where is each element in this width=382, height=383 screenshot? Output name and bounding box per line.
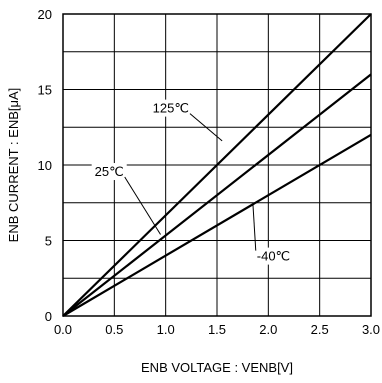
y-axis-label: ENB CURRENT : ENB[μA] (6, 88, 21, 243)
annotation-bg-1 (91, 163, 127, 181)
series-line-2 (62, 133, 372, 317)
x-tick-label-5: 2.5 (311, 322, 329, 337)
annotation-bg-2 (253, 247, 294, 265)
annotation-label-2: -40℃ (257, 249, 290, 264)
x-tick-label-4: 2.0 (259, 322, 277, 337)
x-tick-label-1: 0.5 (105, 322, 123, 337)
y-tick-label-4: 20 (38, 7, 52, 22)
x-tick-label-3: 1.5 (208, 322, 226, 337)
annotation-leader-2 (252, 204, 257, 251)
annotations: 125℃ 25℃ -40℃ (91, 99, 294, 265)
y-tick-label-1: 5 (45, 234, 52, 249)
x-tick-label-2: 1.0 (157, 322, 175, 337)
y-tick-label-2: 10 (38, 158, 52, 173)
annotation-label-0: 125℃ (153, 101, 189, 116)
y-tick-label-3: 15 (38, 83, 52, 98)
annotation-bg-0 (149, 99, 192, 117)
series-lines (62, 13, 372, 317)
annotation-leader-1 (124, 176, 161, 235)
annotation-label-1: 25℃ (95, 164, 124, 179)
plot-frame (62, 13, 372, 317)
annotation-leader-0 (189, 113, 223, 142)
series-line-1 (62, 73, 372, 317)
x-tick-labels: 0.0 0.5 1.0 1.5 2.0 2.5 3.0 (54, 322, 380, 337)
y-tick-labels: 0 5 10 15 20 (38, 7, 52, 324)
x-tick-label-6: 3.0 (362, 322, 380, 337)
x-axis-label: ENB VOLTAGE : VENB[V] (141, 360, 293, 375)
y-tick-label-0: 0 (45, 309, 52, 324)
series-line-0 (62, 13, 372, 317)
x-tick-label-0: 0.0 (54, 322, 72, 337)
